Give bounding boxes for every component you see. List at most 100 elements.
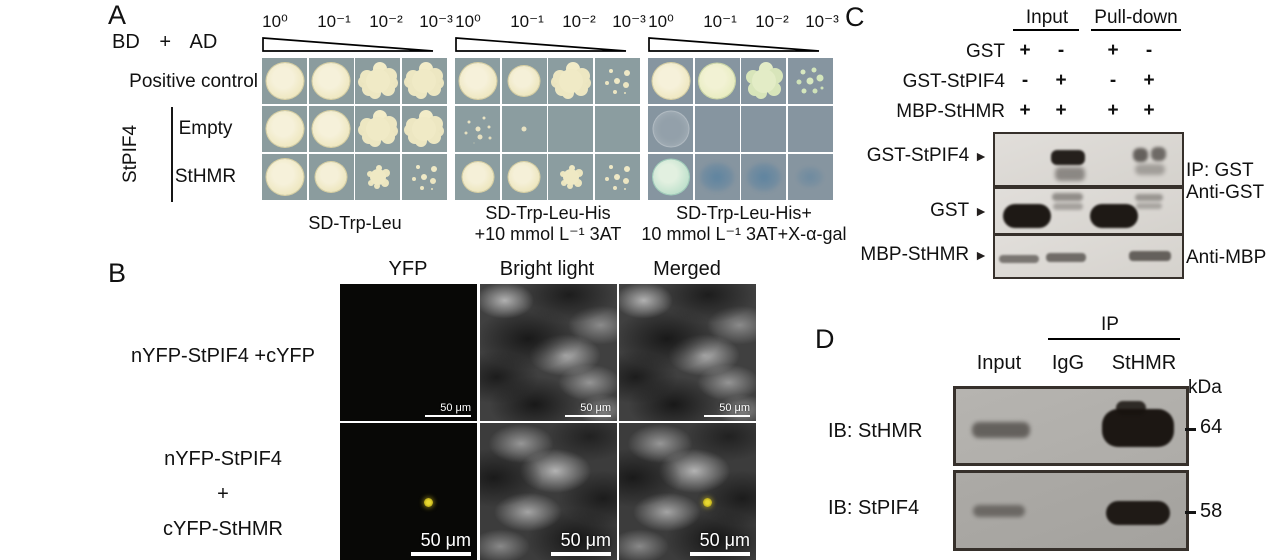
- plate-cell: [548, 154, 593, 200]
- blot-band: [1090, 204, 1138, 228]
- condition-label: GST-StPIF4: [902, 71, 1005, 92]
- condition-label: MBP-StHMR: [896, 101, 1005, 122]
- marker-label: 58: [1200, 500, 1223, 522]
- media-label-3-line1: SD-Trp-Leu-His+: [676, 203, 812, 223]
- pulldown-header-input: Input: [1025, 7, 1069, 28]
- plate-cell: [355, 154, 400, 200]
- band-pointer-arrow-icon: ►: [974, 203, 988, 219]
- blot-band: [1151, 147, 1166, 161]
- plate-cell: [455, 106, 500, 152]
- colony-spot: [652, 110, 689, 148]
- blot-right-label-line1: IP: GST: [1186, 160, 1254, 181]
- bd-ad-header: BD + AD: [112, 31, 218, 53]
- condition-sign: +: [1107, 40, 1119, 61]
- blot-band: [999, 255, 1039, 263]
- condition-sign: -: [1057, 40, 1065, 61]
- condition-sign: +: [1143, 70, 1155, 91]
- scale-bar-line: [565, 415, 611, 417]
- colony-spot: [371, 171, 384, 183]
- marker-tick: [1185, 511, 1196, 514]
- plate-cell: [741, 154, 786, 200]
- coip-blot-1: [953, 386, 1189, 466]
- bifc-row2-label: nYFP-StPIF4 + cYFP-StHMR: [112, 442, 334, 547]
- blot-band: [1102, 409, 1174, 447]
- plate-cell: [501, 154, 547, 200]
- pulldown-header-pulldown: Pull-down: [1094, 7, 1178, 28]
- colony-spot: [266, 63, 303, 99]
- dilution-gradient-wedge: [455, 37, 627, 53]
- bifc-image-bright-light-row1: 50 μm: [480, 284, 617, 421]
- media-label-2: SD-Trp-Leu-His +10 mmol L⁻¹ 3AT: [441, 203, 655, 245]
- colony-spot: [266, 111, 303, 147]
- plate-cell: [401, 106, 447, 152]
- blot-band: [1133, 148, 1148, 162]
- blot-band: [1055, 167, 1085, 181]
- pulldown-blot-1: [993, 132, 1184, 187]
- colony-spot: [312, 63, 350, 99]
- colony-spot: [521, 126, 527, 132]
- plate-cell: [262, 154, 307, 200]
- plate-cell: [262, 106, 307, 152]
- bifc-col-header-merged: Merged: [653, 258, 721, 280]
- scale-bar-label: 50 μm: [580, 402, 611, 414]
- colony-spot: [755, 73, 772, 89]
- plate-cell: [741, 106, 786, 152]
- media-label-2-line2: +10 mmol L⁻¹ 3AT: [474, 224, 622, 244]
- dilution-label: 10⁻³: [612, 12, 646, 31]
- plate-cell: [355, 58, 400, 104]
- plate-cell: [787, 106, 833, 152]
- ib-label: IB: StPIF4: [828, 497, 920, 519]
- bifc-image-merged-row2: 50 μm: [619, 423, 756, 560]
- dilution-gradient-wedge: [262, 37, 434, 53]
- dilution-label: 10⁻¹: [317, 12, 351, 31]
- blot-band: [1052, 193, 1083, 201]
- colony-spot: [564, 171, 577, 183]
- plate-cell: [648, 58, 693, 104]
- media-label-3: SD-Trp-Leu-His+ 10 mmol L⁻¹ 3AT+X-α-gal: [624, 203, 864, 245]
- plate-cell: [308, 154, 354, 200]
- plate-cell: [501, 58, 547, 104]
- colony-spot: [459, 63, 496, 99]
- plate-cell: [455, 58, 500, 104]
- plate-cell: [787, 58, 833, 104]
- colony-spot: [416, 121, 432, 137]
- scale-bar-line: [425, 415, 471, 417]
- scale-bar-label: 50 μm: [420, 530, 471, 550]
- colony-spot: [745, 162, 782, 192]
- bifc-image-yfp-row2: 50 μm: [340, 423, 477, 560]
- media-label-1: SD-Trp-Leu: [308, 213, 402, 233]
- blot-band: [1129, 251, 1171, 261]
- bifc-row2-label-line2: +: [217, 483, 229, 505]
- blot-left-label-text: GST: [930, 200, 970, 221]
- plate-cell: [648, 106, 693, 152]
- row-group-label-stpif4: StPIF4: [120, 124, 141, 184]
- colony-spot: [614, 78, 620, 84]
- blot-right-label-anti-mbp: Anti-MBP: [1186, 247, 1267, 268]
- blot-right-label-ip-gst: IP: GST Anti-GST: [1186, 160, 1264, 204]
- colony-spot: [699, 63, 735, 99]
- blot-band: [1003, 204, 1051, 228]
- blot-left-label-text: GST-StPIF4: [866, 145, 970, 166]
- blot-band: [1106, 501, 1170, 525]
- bifc-image-bright-light-row2: 50 μm: [480, 423, 617, 560]
- colony-spot: [369, 73, 386, 89]
- condition-sign: +: [1019, 40, 1031, 61]
- coip-blot-2: [953, 470, 1189, 551]
- colony-spot: [315, 162, 347, 192]
- media-label-2-line1: SD-Trp-Leu-His: [485, 203, 611, 223]
- coip-ip-header: IP: [1101, 314, 1119, 335]
- blot-band: [1116, 401, 1146, 415]
- blot-band: [1046, 253, 1086, 262]
- plate-cell: [501, 106, 547, 152]
- colony-spot: [416, 73, 432, 89]
- colony-spot: [562, 73, 579, 89]
- scale-bar-label: 50 μm: [699, 530, 750, 550]
- media-label-3-line2: 10 mmol L⁻¹ 3AT+X-α-gal: [641, 224, 847, 244]
- colony-spot: [699, 162, 735, 192]
- scale-bar-label: 50 μm: [719, 402, 750, 414]
- plate-cell: [355, 106, 400, 152]
- dilution-label: 10⁰: [455, 12, 481, 31]
- plate-cell: [401, 154, 447, 200]
- row-label-sthmr: StHMR: [174, 166, 237, 187]
